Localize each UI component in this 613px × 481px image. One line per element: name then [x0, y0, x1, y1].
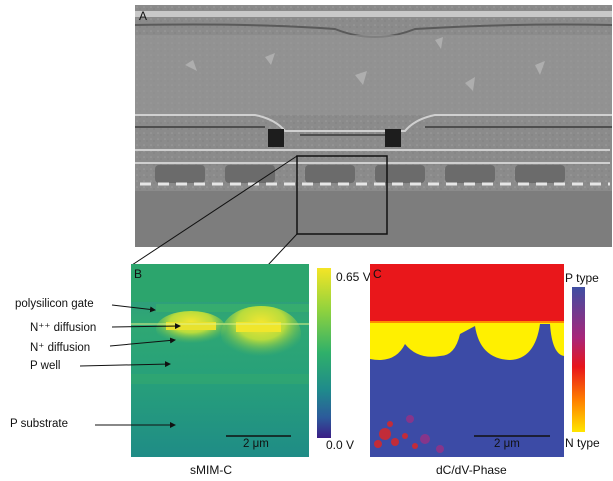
label-p-well: P well — [30, 360, 61, 372]
scalebar-b-label: 2 μm — [243, 438, 269, 450]
colorbar-b-bottom-label: 0.0 V — [326, 438, 355, 452]
label-p-substrate: P substrate — [10, 418, 68, 430]
sem-image-panel: A — [135, 5, 612, 247]
colorbar-b-top-label: 0.65 V — [336, 270, 371, 284]
phase-image — [370, 264, 564, 457]
zoom-box — [296, 155, 388, 235]
scalebar-c-label: 2 μm — [494, 438, 520, 450]
colorbar-c-bottom-label: N type — [565, 436, 600, 450]
panel-b-letter: B — [134, 267, 143, 281]
colorbar-c-top-label: P type — [565, 271, 599, 285]
colorbar-b — [317, 268, 331, 438]
panel-c-caption: dC/dV-Phase — [436, 463, 507, 477]
panel-c-letter: C — [373, 267, 382, 281]
arrow-np-diffusion — [109, 337, 176, 347]
arrow-polysilicon-gate — [111, 304, 156, 313]
arrow-p-well — [79, 361, 171, 368]
colorbar-c — [572, 287, 585, 432]
arrow-npp-diffusion — [111, 323, 181, 330]
label-polysilicon-gate: polysilicon gate — [15, 298, 94, 310]
panel-a-letter: A — [139, 9, 148, 23]
sem-image — [135, 5, 612, 247]
label-npp-diffusion: N⁺⁺ diffusion — [30, 322, 97, 334]
label-np-diffusion: N⁺ diffusion — [30, 342, 91, 354]
panel-b-caption: sMIM-C — [190, 463, 232, 477]
phase-image-panel: C 2 μm — [370, 264, 564, 457]
